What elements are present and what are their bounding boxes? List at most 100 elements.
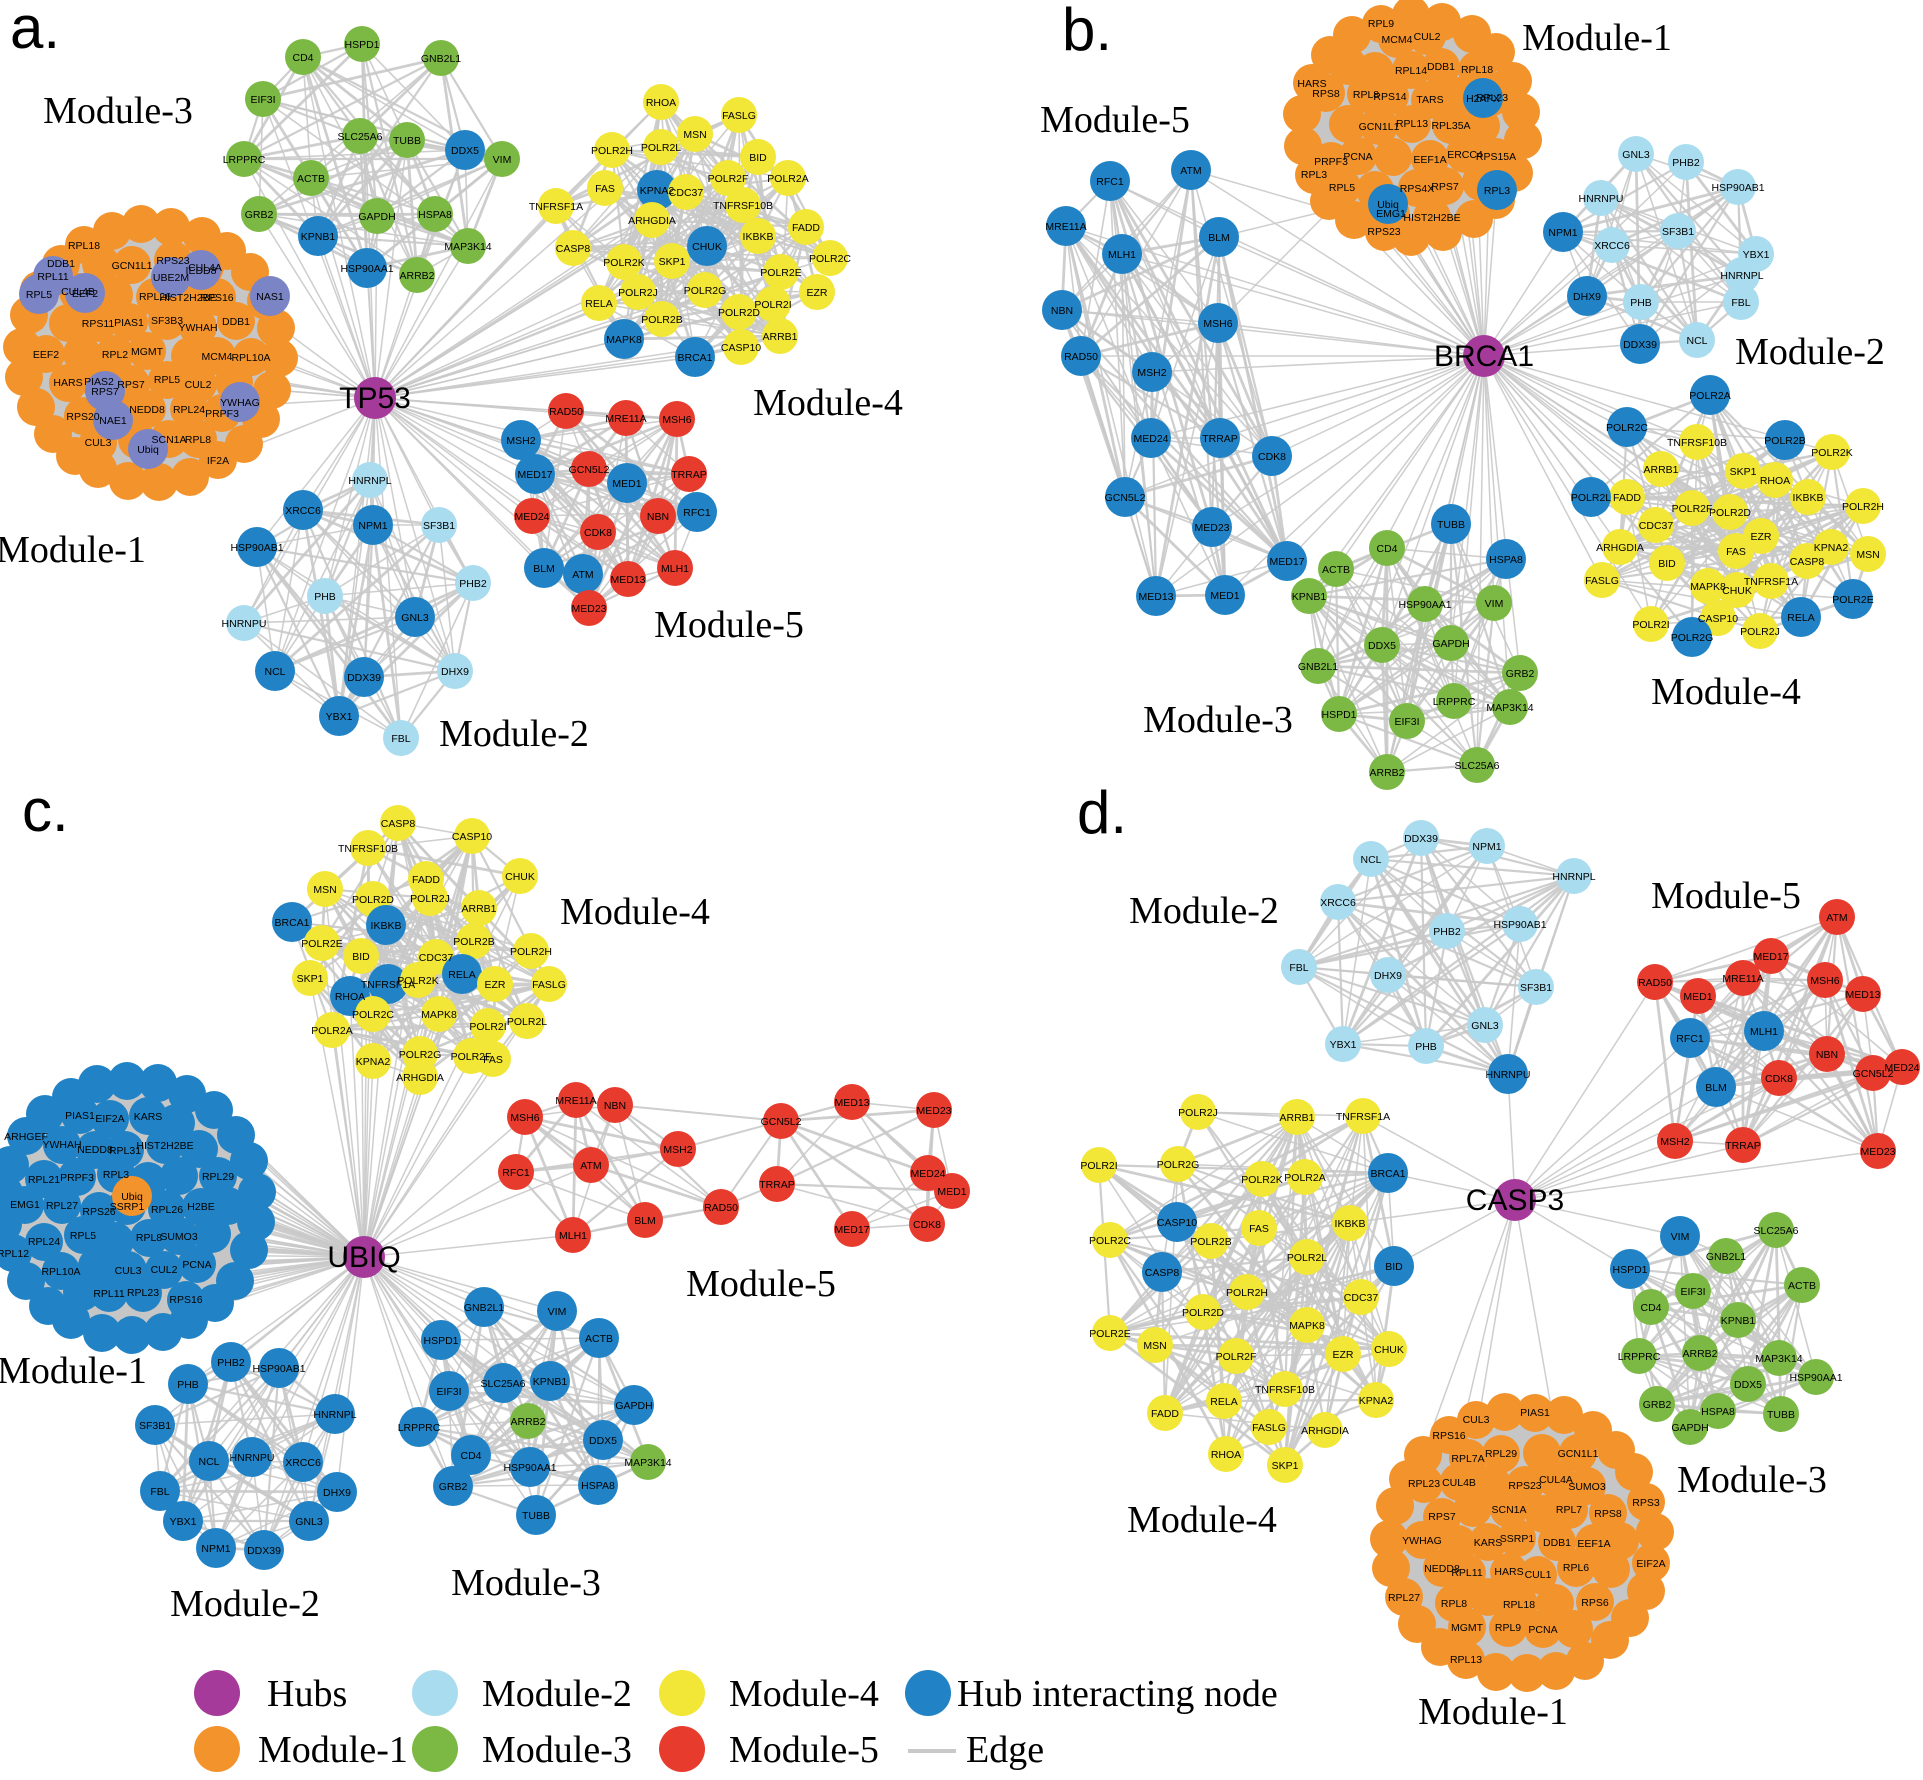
- svg-text:PHB: PHB: [314, 591, 336, 603]
- svg-text:HSPA8: HSPA8: [1489, 554, 1523, 566]
- svg-text:YWHAH: YWHAH: [178, 322, 217, 334]
- svg-text:GNL3: GNL3: [1622, 149, 1650, 161]
- svg-text:PHB: PHB: [1415, 1041, 1437, 1053]
- svg-text:NPM1: NPM1: [1548, 227, 1577, 239]
- svg-text:CASP10: CASP10: [452, 831, 492, 843]
- svg-text:CUL2: CUL2: [185, 379, 212, 391]
- svg-text:SF3B1: SF3B1: [1662, 226, 1694, 238]
- svg-text:HSPA8: HSPA8: [581, 1480, 615, 1492]
- svg-text:HNRNPL: HNRNPL: [1720, 270, 1763, 282]
- svg-text:ARHGDIA: ARHGDIA: [396, 1072, 444, 1084]
- svg-text:XRCC6: XRCC6: [285, 1457, 321, 1469]
- svg-text:HSP90AB1: HSP90AB1: [1493, 919, 1546, 931]
- svg-text:LRPPRC: LRPPRC: [1618, 1351, 1661, 1363]
- svg-text:CASP10: CASP10: [1698, 613, 1738, 625]
- svg-text:EZR: EZR: [807, 287, 828, 299]
- svg-text:BRCA1: BRCA1: [677, 352, 712, 364]
- svg-text:FASLG: FASLG: [532, 979, 566, 991]
- svg-text:ATM: ATM: [572, 569, 593, 581]
- svg-text:NBN: NBN: [1816, 1049, 1838, 1061]
- svg-text:RPL13: RPL13: [1450, 1654, 1482, 1666]
- svg-text:POLR2J: POLR2J: [1740, 626, 1780, 638]
- svg-text:CDK8: CDK8: [1258, 451, 1286, 463]
- svg-text:RPL11: RPL11: [93, 1288, 124, 1300]
- svg-text:SSRP1: SSRP1: [1500, 1533, 1535, 1545]
- svg-text:RPS7: RPS7: [91, 386, 119, 398]
- svg-text:RPL23: RPL23: [1476, 92, 1508, 104]
- svg-text:RAD50: RAD50: [1638, 977, 1672, 989]
- svg-text:RPL9: RPL9: [1495, 1622, 1521, 1634]
- svg-text:RFC1: RFC1: [502, 1167, 530, 1179]
- svg-text:CUL4B: CUL4B: [61, 286, 95, 298]
- svg-text:POLR2J: POLR2J: [410, 893, 450, 905]
- svg-text:EIF3I: EIF3I: [1394, 716, 1419, 728]
- svg-text:EEF2: EEF2: [33, 349, 59, 361]
- svg-text:ARHGDIA: ARHGDIA: [1596, 542, 1644, 554]
- svg-text:HSPD1: HSPD1: [423, 1335, 458, 1347]
- svg-text:KPNA2: KPNA2: [1359, 1395, 1394, 1407]
- svg-text:CDC37: CDC37: [1639, 520, 1674, 532]
- svg-text:MAP3K14: MAP3K14: [624, 1457, 671, 1469]
- svg-text:MSH6: MSH6: [1203, 318, 1232, 330]
- svg-text:RELA: RELA: [1787, 612, 1814, 624]
- svg-text:NBN: NBN: [647, 511, 669, 523]
- svg-text:POLR2I: POLR2I: [469, 1021, 506, 1033]
- svg-text:PIAS1: PIAS1: [65, 1110, 95, 1122]
- svg-text:ARRB2: ARRB2: [1369, 767, 1404, 779]
- svg-text:LRPPRC: LRPPRC: [1433, 696, 1476, 708]
- svg-text:PHB2: PHB2: [1672, 157, 1700, 169]
- svg-text:NCL: NCL: [264, 666, 285, 678]
- svg-text:POLR2K: POLR2K: [1241, 1174, 1282, 1186]
- svg-text:RPL8: RPL8: [1441, 1598, 1467, 1610]
- svg-text:MAPK8: MAPK8: [1690, 581, 1726, 593]
- svg-text:CASP10: CASP10: [721, 342, 761, 354]
- svg-text:CDC37: CDC37: [669, 187, 704, 199]
- svg-text:TNFRSF10B: TNFRSF10B: [1667, 437, 1727, 449]
- svg-text:GNB2L1: GNB2L1: [421, 53, 461, 65]
- svg-text:MLH1: MLH1: [661, 563, 689, 575]
- svg-text:ARRB2: ARRB2: [510, 1416, 545, 1428]
- svg-text:CDC37: CDC37: [1344, 1292, 1379, 1304]
- svg-text:YWHAG: YWHAG: [1402, 1535, 1442, 1547]
- svg-text:PCNA: PCNA: [1528, 1624, 1557, 1636]
- svg-text:FAS: FAS: [483, 1054, 503, 1066]
- svg-text:RPL8: RPL8: [1353, 89, 1379, 101]
- svg-text:Module-3: Module-3: [451, 1562, 601, 1604]
- svg-text:GCN5L2: GCN5L2: [569, 464, 610, 476]
- svg-text:SUMO3: SUMO3: [160, 1231, 198, 1243]
- svg-text:CUL4A: CUL4A: [188, 262, 222, 274]
- svg-text:HARS: HARS: [53, 377, 82, 389]
- svg-text:RPL31: RPL31: [109, 1145, 141, 1157]
- svg-text:POLR2G: POLR2G: [399, 1049, 442, 1061]
- svg-text:RPL13: RPL13: [1396, 118, 1428, 130]
- svg-text:SF3B1: SF3B1: [1520, 982, 1552, 994]
- svg-text:DHX9: DHX9: [1573, 291, 1601, 303]
- svg-text:POLR2H: POLR2H: [1842, 501, 1884, 513]
- svg-text:RPL27: RPL27: [1388, 1592, 1420, 1604]
- svg-text:NAS1: NAS1: [256, 291, 284, 303]
- svg-text:MED24: MED24: [1884, 1062, 1919, 1074]
- svg-text:RPL5: RPL5: [154, 374, 180, 386]
- svg-text:MSN: MSN: [683, 129, 706, 141]
- svg-text:TNFRSF10B: TNFRSF10B: [713, 200, 773, 212]
- svg-text:CDK8: CDK8: [584, 527, 612, 539]
- svg-text:BLM: BLM: [1208, 232, 1230, 244]
- svg-text:Module-3: Module-3: [43, 90, 193, 132]
- svg-text:KPNA2: KPNA2: [1814, 542, 1849, 554]
- svg-text:POLR2B: POLR2B: [453, 936, 494, 948]
- svg-text:EZR: EZR: [485, 979, 506, 991]
- svg-text:Ubiq: Ubiq: [1377, 199, 1399, 211]
- svg-text:PHB: PHB: [1630, 297, 1652, 309]
- svg-text:H2AFX: H2AFX: [1466, 93, 1500, 105]
- svg-text:CASP3: CASP3: [1466, 1184, 1564, 1217]
- svg-text:POLR2C: POLR2C: [1089, 1235, 1131, 1247]
- svg-text:SCN1A: SCN1A: [1491, 1504, 1526, 1516]
- svg-text:GAPDH: GAPDH: [615, 1400, 652, 1412]
- svg-text:RAD50: RAD50: [1064, 351, 1098, 363]
- svg-text:EIF2A: EIF2A: [1636, 1558, 1665, 1570]
- svg-text:NPM1: NPM1: [358, 520, 387, 532]
- svg-text:MLH1: MLH1: [559, 1230, 587, 1242]
- svg-text:HSP90AA1: HSP90AA1: [503, 1462, 556, 1474]
- svg-text:MSH2: MSH2: [1660, 1136, 1689, 1148]
- svg-text:POLR2G: POLR2G: [1157, 1159, 1200, 1171]
